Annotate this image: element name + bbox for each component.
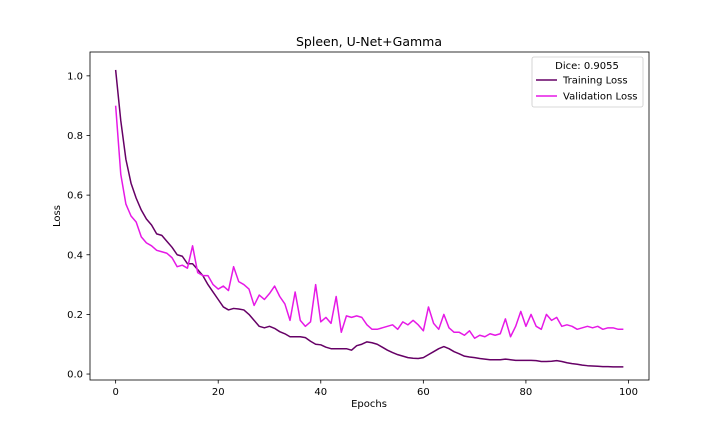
y-axis-label: Loss bbox=[52, 205, 63, 227]
y-tick-label: 1.0 bbox=[67, 71, 83, 82]
x-axis-label: Epochs bbox=[351, 399, 387, 410]
y-tick-label: 0.6 bbox=[67, 191, 83, 202]
x-tick-label: 20 bbox=[212, 387, 225, 398]
legend-title: Dice: 0.9055 bbox=[555, 61, 619, 72]
y-tick-label: 0.8 bbox=[67, 131, 83, 142]
x-tick-label: 80 bbox=[520, 387, 533, 398]
y-tick-label: 0.4 bbox=[67, 250, 83, 261]
series-layer bbox=[114, 69, 624, 368]
plot-frame bbox=[89, 51, 650, 381]
x-tick-label: 0 bbox=[112, 387, 118, 398]
y-tick-label: 0.0 bbox=[67, 370, 83, 381]
x-tick-label: 60 bbox=[417, 387, 430, 398]
chart-title: Spleen, U-Net+Gamma bbox=[296, 34, 442, 49]
ticks-layer: 0 20 40 60 80 100 0.0 0.2 0.4 0.6 0.8 1.0 bbox=[67, 71, 638, 398]
x-tick-label: 40 bbox=[314, 387, 327, 398]
legend-box bbox=[531, 56, 644, 108]
legend: Dice: 0.9055 Training Loss Validation Lo… bbox=[531, 56, 644, 108]
legend-label-training: Training Loss bbox=[562, 76, 628, 87]
series-line-training-loss bbox=[114, 69, 624, 368]
series-line-validation-loss bbox=[114, 105, 624, 339]
x-tick-label: 100 bbox=[619, 387, 638, 398]
legend-label-validation: Validation Loss bbox=[563, 92, 638, 103]
y-tick-label: 0.2 bbox=[67, 310, 83, 321]
